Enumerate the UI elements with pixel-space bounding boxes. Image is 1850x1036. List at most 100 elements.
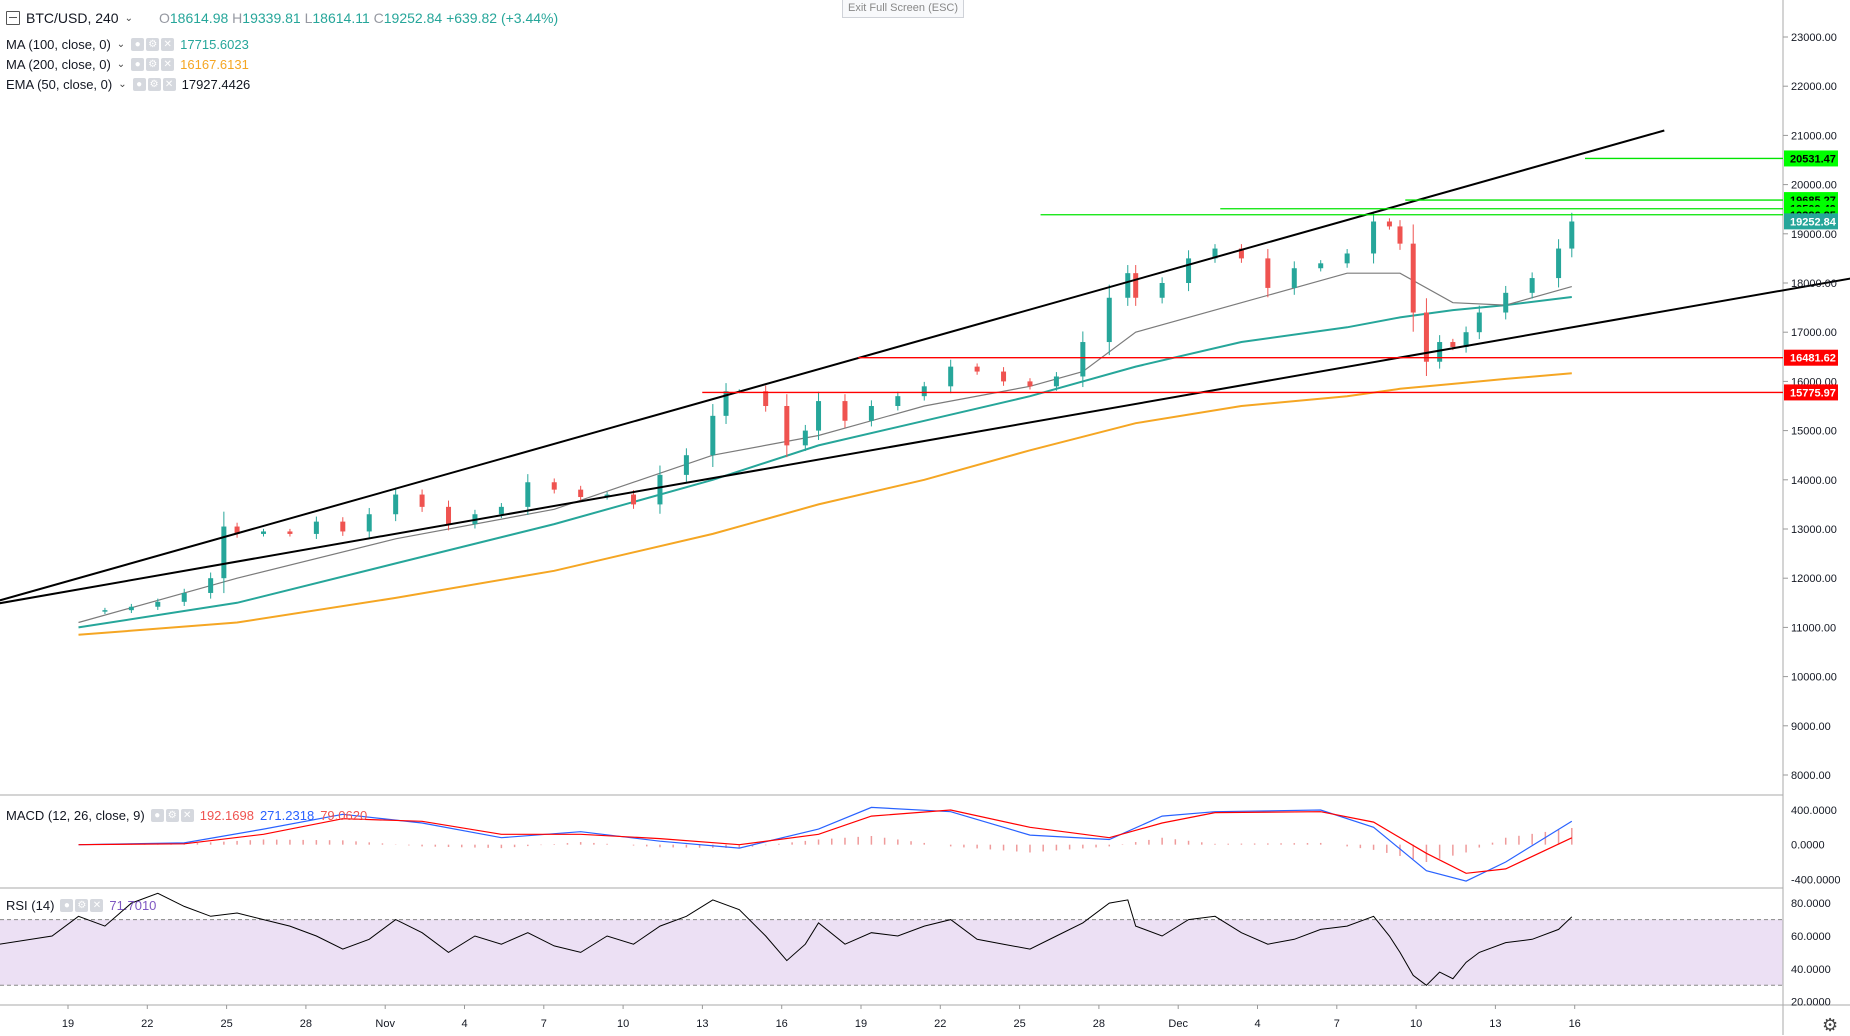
gear-icon[interactable]: ⚙ — [1822, 1015, 1839, 1035]
macd-signal-line — [78, 809, 1573, 874]
chevron-down-icon[interactable]: ⌄ — [124, 12, 133, 24]
macd-hist-value: 192.1698 — [199, 808, 254, 823]
price-tick-label: 23000.00 — [1791, 32, 1837, 44]
indicator-controls[interactable]: ● ⚙ ✕ — [60, 899, 104, 912]
candle-body — [1027, 381, 1033, 387]
chevron-down-icon[interactable]: ⌄ — [118, 79, 127, 90]
candle-body — [895, 396, 901, 406]
indicator-controls[interactable]: ● ⚙ ✕ — [132, 78, 176, 91]
indicator-controls[interactable]: ● ⚙ ✕ — [150, 809, 194, 822]
time-tick-label: 7 — [1334, 1018, 1340, 1030]
time-tick-label: 22 — [141, 1018, 153, 1030]
eye-icon[interactable]: ● — [150, 809, 164, 822]
symbol-legend[interactable]: BTC/USD, 240 ⌄ O18614.98 H19339.81 L1861… — [6, 10, 558, 26]
settings-icon[interactable]: ⚙ — [146, 58, 160, 71]
rsi-tick-label: 20.0000 — [1791, 997, 1831, 1009]
candle-body — [816, 401, 822, 431]
time-tick-label: 4 — [1254, 1018, 1260, 1030]
candle-body — [1344, 253, 1350, 264]
indicator-controls[interactable]: ● ⚙ ✕ — [131, 38, 175, 51]
time-tick-label: 10 — [1410, 1018, 1422, 1030]
macd-legend[interactable]: MACD (12, 26, close, 9) ● ⚙ ✕ 192.1698 271… — [6, 808, 367, 823]
exit-fullscreen-button[interactable]: Exit Full Screen (ESC) — [842, 0, 964, 18]
candle-body — [1186, 258, 1192, 283]
open-value: 18614.98 — [169, 10, 229, 26]
candle-body — [1001, 371, 1007, 382]
candle-body — [1463, 332, 1469, 347]
rsi-legend[interactable]: RSI (14) ● ⚙ ✕ 71.7010 — [6, 898, 156, 913]
candle-body — [1265, 258, 1271, 288]
settings-icon[interactable]: ⚙ — [147, 78, 161, 91]
price-tick-label: 9000.00 — [1791, 721, 1831, 733]
chevron-down-icon[interactable]: ⌄ — [116, 59, 126, 70]
ma100-legend[interactable]: MA (100, close, 0) ⌄ ● ⚙ ✕ 17715.6023 — [6, 37, 249, 52]
rsi-tick-label: 40.0000 — [1791, 964, 1831, 976]
eye-icon[interactable]: ● — [131, 38, 145, 51]
ma200-line — [78, 372, 1572, 636]
price-badge-label: 16481.62 — [1790, 353, 1836, 365]
indicator-controls[interactable]: ● ⚙ ✕ — [131, 58, 175, 71]
settings-icon[interactable]: ⚙ — [75, 899, 89, 912]
candle-body — [868, 406, 874, 421]
macd-name[interactable]: MACD (12, 26, close, 9) — [6, 808, 145, 823]
candle-body — [974, 366, 980, 372]
candle-body — [842, 401, 848, 421]
ma100-name[interactable]: MA (100, close, 0) — [6, 37, 111, 52]
settings-icon[interactable]: ⚙ — [146, 38, 160, 51]
candle-body — [1125, 273, 1131, 298]
eye-icon[interactable]: ● — [131, 58, 145, 71]
macd-tick-label: 0.0000 — [1791, 840, 1825, 852]
ma200-name[interactable]: MA (200, close, 0) — [6, 57, 111, 72]
candle-body — [1386, 221, 1392, 227]
time-tick-label: 25 — [220, 1018, 232, 1030]
time-tick-label: 13 — [1489, 1018, 1501, 1030]
candle-body — [261, 531, 267, 534]
symbol-title[interactable]: BTC/USD, 240 — [26, 10, 119, 26]
price-tick-label: 10000.00 — [1791, 672, 1837, 684]
rsi-name[interactable]: RSI (14) — [6, 898, 55, 913]
candle-body — [1371, 221, 1377, 254]
price-badge-label: 15775.97 — [1790, 387, 1836, 399]
eye-icon[interactable]: ● — [60, 899, 74, 912]
eye-icon[interactable]: ● — [132, 78, 146, 91]
settings-icon[interactable]: ⚙ — [165, 809, 179, 822]
price-tick-label: 21000.00 — [1791, 130, 1837, 142]
collapse-icon[interactable] — [6, 11, 20, 25]
macd-signal-value: 79.0620 — [320, 808, 368, 823]
time-tick-label: 10 — [617, 1018, 629, 1030]
price-badge — [1784, 349, 1838, 366]
macd-line-value: 271.2318 — [259, 808, 315, 823]
candle-body — [1503, 292, 1509, 313]
candle-body — [366, 514, 372, 532]
chevron-down-icon[interactable]: ⌄ — [116, 39, 126, 50]
candle-body — [102, 610, 108, 612]
rsi-tick-label: 80.0000 — [1791, 898, 1831, 910]
ema50-name[interactable]: EMA (50, close, 0) — [6, 77, 113, 92]
time-tick-label: 19 — [855, 1018, 867, 1030]
high-label: H — [232, 10, 243, 26]
rsi-line — [0, 892, 1573, 986]
candle-body — [784, 406, 790, 446]
ema50-legend[interactable]: EMA (50, close, 0) ⌄ ● ⚙ ✕ 17927.4426 — [6, 77, 250, 92]
ma200-legend[interactable]: MA (200, close, 0) ⌄ ● ⚙ ✕ 16167.6131 — [6, 57, 249, 72]
close-icon[interactable]: ✕ — [161, 38, 175, 51]
candle-body — [1080, 342, 1086, 377]
candle-body — [313, 521, 319, 534]
ma200-value: 16167.6131 — [180, 57, 249, 72]
candle-body — [551, 482, 557, 490]
candle-body — [710, 415, 716, 456]
candle-body — [948, 366, 954, 387]
candle-body — [723, 391, 729, 416]
macd-tick-label: -400.0000 — [1791, 874, 1841, 886]
close-icon[interactable]: ✕ — [161, 58, 175, 71]
candle-body — [1291, 268, 1297, 288]
close-icon[interactable]: ✕ — [90, 899, 104, 912]
candle-body — [1106, 297, 1112, 343]
price-badge — [1784, 384, 1838, 401]
candle-body — [208, 578, 214, 593]
close-icon[interactable]: ✕ — [180, 809, 194, 822]
price-tick-label: 20000.00 — [1791, 180, 1837, 192]
candle-body — [1133, 273, 1139, 298]
close-icon[interactable]: ✕ — [162, 78, 176, 91]
